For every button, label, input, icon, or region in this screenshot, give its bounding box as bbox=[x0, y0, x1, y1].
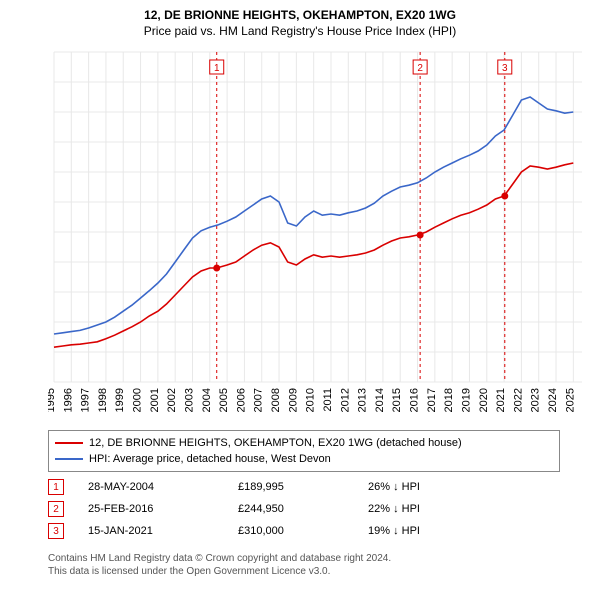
svg-text:2005: 2005 bbox=[218, 388, 230, 412]
legend-item-property: 12, DE BRIONNE HEIGHTS, OKEHAMPTON, EX20… bbox=[55, 435, 553, 451]
svg-text:2019: 2019 bbox=[460, 388, 472, 412]
svg-text:1995: 1995 bbox=[48, 388, 57, 412]
svg-text:2001: 2001 bbox=[149, 388, 161, 412]
svg-text:£550K: £550K bbox=[48, 50, 49, 59]
table-row: 1 28-MAY-2004 £189,995 26% ↓ HPI bbox=[48, 476, 560, 498]
svg-text:2015: 2015 bbox=[391, 388, 403, 412]
svg-text:2022: 2022 bbox=[512, 388, 524, 412]
svg-text:£200K: £200K bbox=[48, 257, 49, 269]
legend-item-hpi: HPI: Average price, detached house, West… bbox=[55, 451, 553, 467]
footer-line2: This data is licensed under the Open Gov… bbox=[48, 565, 560, 578]
footer-line1: Contains HM Land Registry data © Crown c… bbox=[48, 552, 560, 565]
svg-text:£100K: £100K bbox=[48, 317, 49, 329]
event-marker-2: 2 bbox=[48, 501, 64, 517]
svg-text:£450K: £450K bbox=[48, 107, 49, 119]
svg-text:2010: 2010 bbox=[305, 388, 317, 412]
event-diff: 26% ↓ HPI bbox=[368, 481, 498, 493]
event-date: 25-FEB-2016 bbox=[88, 503, 238, 515]
svg-text:1996: 1996 bbox=[62, 388, 74, 412]
event-date: 15-JAN-2021 bbox=[88, 525, 238, 537]
svg-text:2: 2 bbox=[417, 63, 423, 74]
chart-svg: £0£50K£100K£150K£200K£250K£300K£350K£400… bbox=[48, 50, 588, 420]
svg-text:1: 1 bbox=[214, 63, 220, 74]
event-marker-1: 1 bbox=[48, 479, 64, 495]
table-row: 2 25-FEB-2016 £244,950 22% ↓ HPI bbox=[48, 498, 560, 520]
event-price: £244,950 bbox=[238, 503, 368, 515]
svg-text:2016: 2016 bbox=[409, 388, 421, 412]
svg-text:2021: 2021 bbox=[495, 388, 507, 412]
event-date: 28-MAY-2004 bbox=[88, 481, 238, 493]
svg-text:£50K: £50K bbox=[48, 347, 49, 359]
table-row: 3 15-JAN-2021 £310,000 19% ↓ HPI bbox=[48, 520, 560, 542]
svg-text:2024: 2024 bbox=[547, 388, 559, 412]
svg-text:£300K: £300K bbox=[48, 197, 49, 209]
event-diff: 19% ↓ HPI bbox=[368, 525, 498, 537]
svg-text:2002: 2002 bbox=[166, 388, 178, 412]
legend-label-property: 12, DE BRIONNE HEIGHTS, OKEHAMPTON, EX20… bbox=[89, 435, 462, 451]
event-price: £310,000 bbox=[238, 525, 368, 537]
event-marker-3: 3 bbox=[48, 523, 64, 539]
svg-text:2003: 2003 bbox=[183, 388, 195, 412]
svg-text:2000: 2000 bbox=[132, 388, 144, 412]
svg-text:£350K: £350K bbox=[48, 167, 49, 179]
svg-text:£250K: £250K bbox=[48, 227, 49, 239]
svg-text:2012: 2012 bbox=[339, 388, 351, 412]
legend-swatch-property bbox=[55, 442, 83, 444]
svg-text:2020: 2020 bbox=[478, 388, 490, 412]
chart-title-address: 12, DE BRIONNE HEIGHTS, OKEHAMPTON, EX20… bbox=[0, 8, 600, 22]
svg-text:2006: 2006 bbox=[235, 388, 247, 412]
legend-label-hpi: HPI: Average price, detached house, West… bbox=[89, 451, 331, 467]
svg-text:1999: 1999 bbox=[114, 388, 126, 412]
svg-text:2025: 2025 bbox=[564, 388, 576, 412]
svg-text:2013: 2013 bbox=[357, 388, 369, 412]
event-price: £189,995 bbox=[238, 481, 368, 493]
svg-text:2011: 2011 bbox=[322, 388, 334, 412]
svg-text:2008: 2008 bbox=[270, 388, 282, 412]
svg-text:2017: 2017 bbox=[426, 388, 438, 412]
svg-text:2014: 2014 bbox=[374, 388, 386, 412]
svg-text:£500K: £500K bbox=[48, 77, 49, 89]
svg-text:2007: 2007 bbox=[253, 388, 265, 412]
svg-text:2018: 2018 bbox=[443, 388, 455, 412]
svg-text:1998: 1998 bbox=[97, 388, 109, 412]
transactions-table: 1 28-MAY-2004 £189,995 26% ↓ HPI 2 25-FE… bbox=[48, 476, 560, 542]
footer-attribution: Contains HM Land Registry data © Crown c… bbox=[48, 552, 560, 578]
legend-swatch-hpi bbox=[55, 458, 83, 460]
svg-text:2023: 2023 bbox=[530, 388, 542, 412]
svg-text:2004: 2004 bbox=[201, 388, 213, 412]
svg-text:£150K: £150K bbox=[48, 287, 49, 299]
event-diff: 22% ↓ HPI bbox=[368, 503, 498, 515]
svg-text:2009: 2009 bbox=[287, 388, 299, 412]
svg-text:1997: 1997 bbox=[80, 388, 92, 412]
price-chart: £0£50K£100K£150K£200K£250K£300K£350K£400… bbox=[48, 50, 588, 420]
chart-title-subtitle: Price paid vs. HM Land Registry's House … bbox=[0, 24, 600, 38]
legend: 12, DE BRIONNE HEIGHTS, OKEHAMPTON, EX20… bbox=[48, 430, 560, 472]
svg-text:3: 3 bbox=[502, 63, 508, 74]
svg-text:£400K: £400K bbox=[48, 137, 49, 149]
